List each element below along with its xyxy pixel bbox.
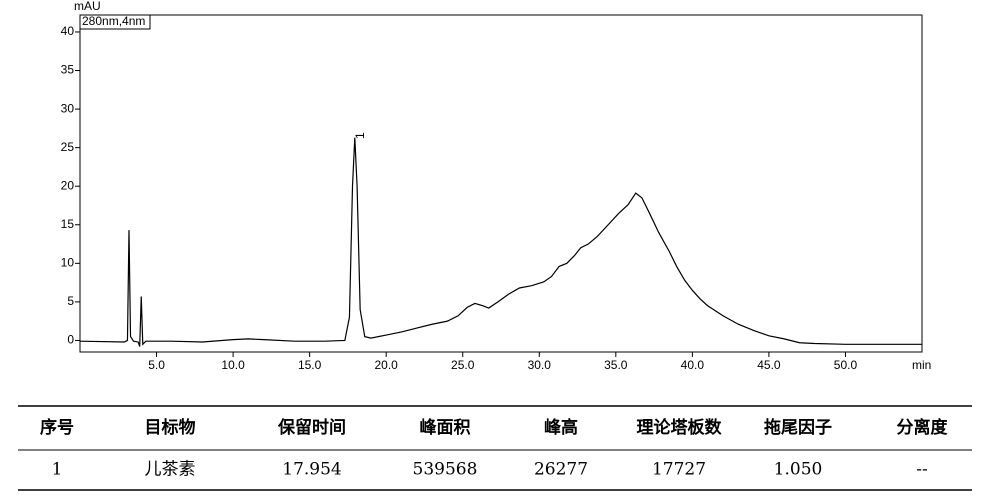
table-cell: 1.050 (774, 460, 823, 480)
table-header: 峰面积 (420, 417, 471, 438)
legend-box (79, 14, 151, 30)
y-tick-label: 0 (67, 333, 74, 347)
x-tick-label: 50.0 (834, 358, 858, 372)
y-tick-label: 30 (61, 101, 75, 115)
table-cell: 26277 (534, 460, 588, 480)
y-tick-label: 15 (61, 217, 75, 231)
plot-frame (79, 14, 923, 353)
table-header: 目标物 (145, 417, 196, 438)
legend: 280nm,4nm (82, 14, 145, 28)
y-tick-label: 10 (61, 255, 75, 269)
y-tick-label: 40 (61, 24, 75, 38)
x-tick-label: 40.0 (681, 358, 705, 372)
x-tick-label: 45.0 (757, 358, 781, 372)
x-tick-label: 30.0 (528, 358, 552, 372)
table-header: 拖尾因子 (764, 417, 832, 438)
x-tick-label: 35.0 (604, 358, 628, 372)
y-tick-label: 35 (61, 63, 75, 77)
x-tick-label: 5.0 (148, 358, 165, 372)
peak-label: 1 (353, 132, 367, 139)
y-tick-label: 20 (61, 178, 75, 192)
table-cell: 儿茶素 (145, 460, 196, 480)
table-header: 分离度 (897, 417, 949, 438)
y-tick-label: 5 (67, 294, 74, 308)
table-header: 序号 (40, 417, 74, 438)
table-header: 理论塔板数 (637, 417, 723, 438)
table-header: 保留时间 (277, 417, 346, 438)
trace (79, 137, 922, 347)
x-tick-label: 15.0 (298, 358, 322, 372)
table-cell: 17727 (652, 460, 706, 480)
y-tick-label: 25 (61, 140, 75, 154)
table-cell: 17.954 (282, 460, 341, 480)
y-unit: mAU (74, 0, 101, 13)
x-tick-label: 20.0 (375, 358, 399, 372)
table-cell: -- (916, 460, 928, 480)
table-cell: 1 (52, 460, 63, 480)
table-header: 峰高 (544, 417, 578, 438)
x-tick-label: 25.0 (451, 358, 475, 372)
x-unit: min (912, 358, 931, 372)
x-tick-label: 10.0 (221, 358, 245, 372)
table-cell: 539568 (413, 460, 478, 480)
